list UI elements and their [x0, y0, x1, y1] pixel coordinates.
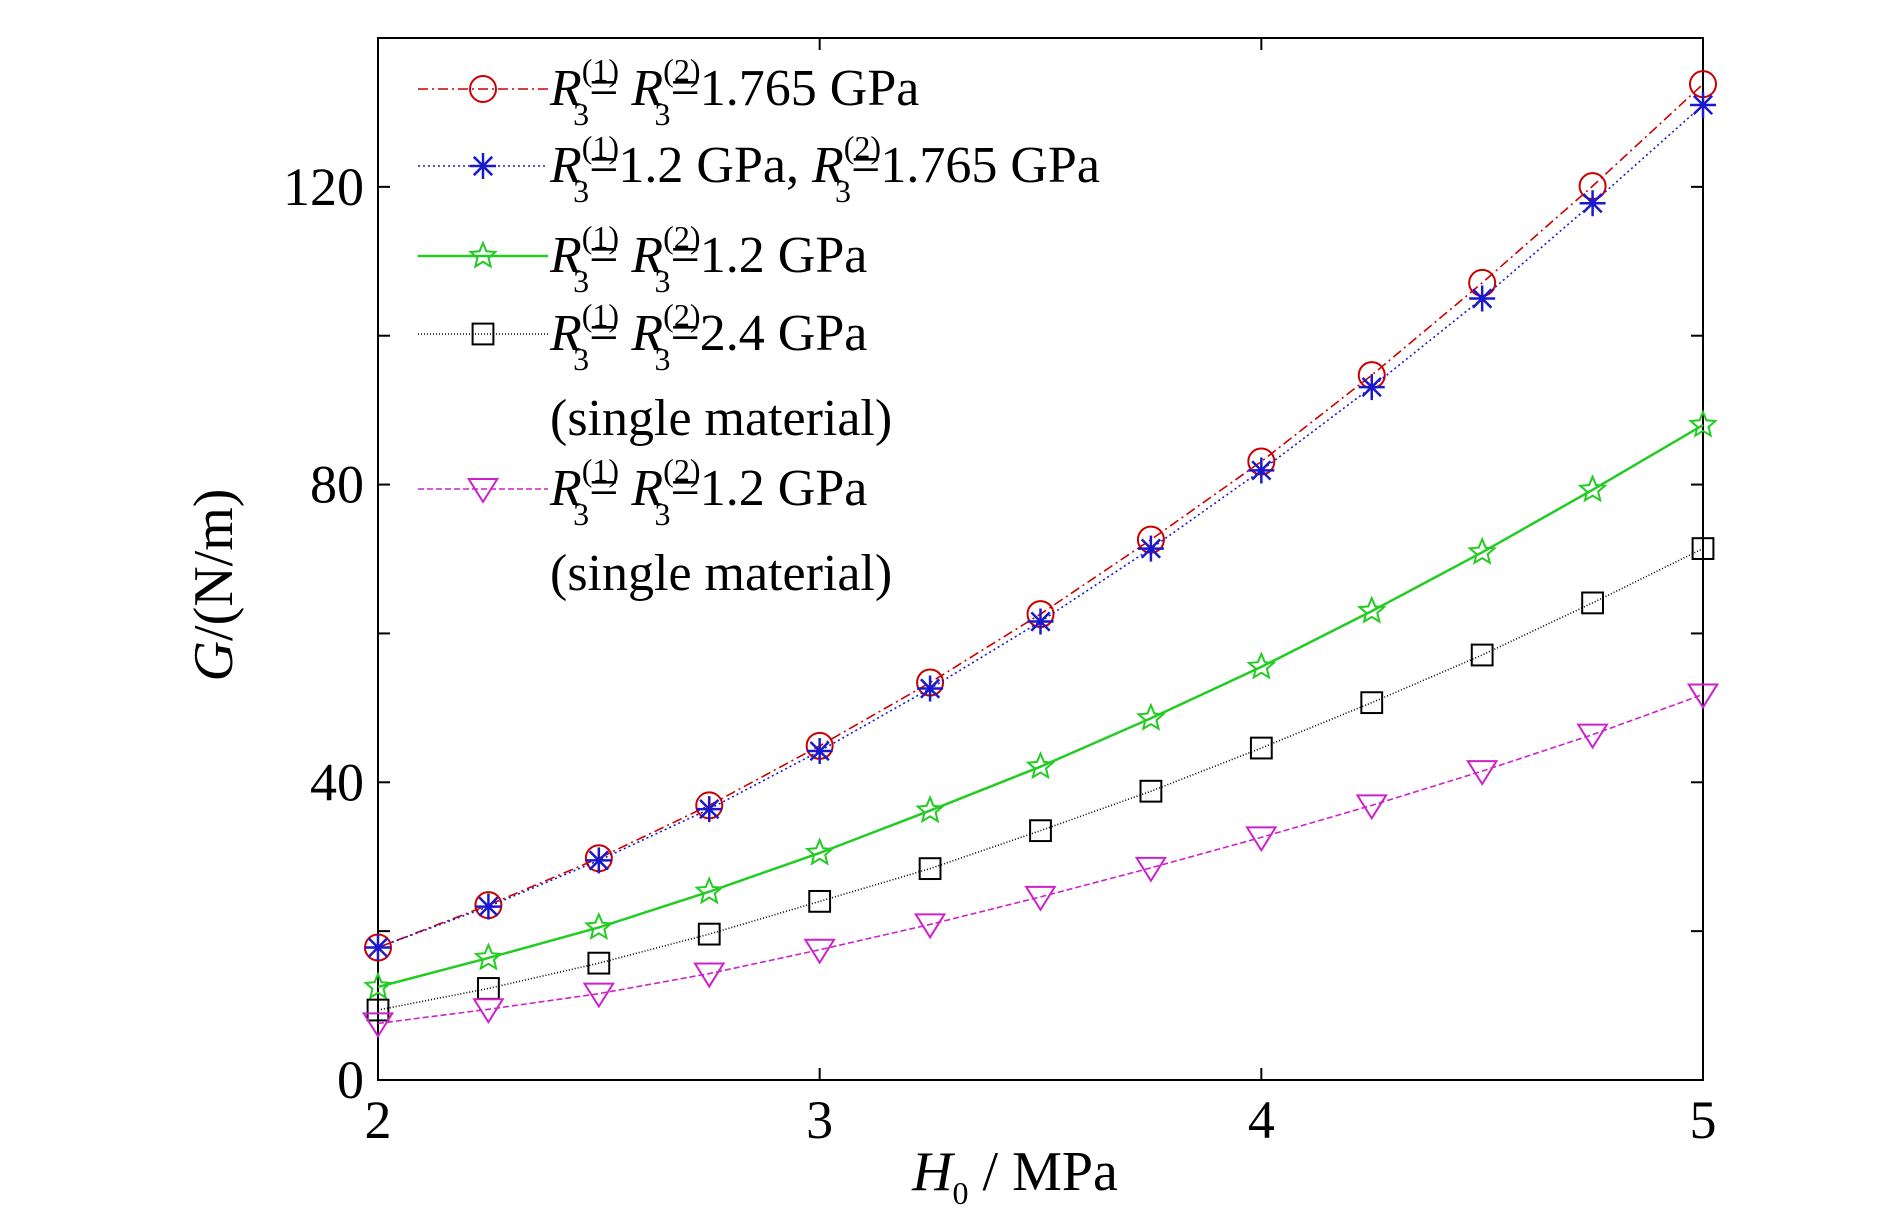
- data-point: [1139, 779, 1163, 803]
- series-4: [366, 537, 1715, 1022]
- legend-label: R(1) 3= R(2) 3=2.4 GPa: [549, 297, 867, 377]
- legend-entry-2: R(1) 3=1.2 GPa, R(2) 3=1.765 GPa: [418, 129, 1100, 209]
- x-tick-label: 4: [1248, 1090, 1275, 1150]
- data-point: [918, 857, 942, 881]
- legend-entry-1: R(1) 3= R(2) 3=1.765 GPa: [418, 52, 919, 132]
- data-point: [806, 738, 833, 765]
- data-point: [365, 934, 391, 961]
- data-point: [1688, 409, 1718, 438]
- data-point: [1137, 535, 1164, 562]
- data-point: [693, 962, 726, 989]
- data-point: [473, 942, 504, 971]
- legend-marker: [469, 75, 497, 103]
- data-point: [583, 911, 614, 941]
- legend-label: R(1) 3= R(2) 3=1.2 GPa: [549, 219, 867, 299]
- data-point: [697, 922, 721, 946]
- data-point: [477, 977, 500, 1000]
- data-point: [1025, 751, 1056, 780]
- legend-label-note: (single material): [550, 390, 892, 447]
- x-tick-label: 2: [365, 1090, 392, 1150]
- legend-entry-5: R(1) 3= R(2) 3=1.2 GPa (single material): [418, 452, 892, 602]
- series-line: [377, 423, 1704, 989]
- series-3: [363, 409, 1718, 1000]
- data-point: [1358, 374, 1385, 401]
- data-point: [1249, 736, 1273, 760]
- data-point: [361, 1012, 395, 1039]
- data-point: [913, 913, 947, 940]
- legend-marker: [468, 240, 498, 269]
- data-point: [694, 876, 725, 905]
- data-point: [1467, 536, 1498, 565]
- data-point: [1691, 537, 1715, 560]
- data-point: [366, 998, 390, 1022]
- data-point: [1581, 591, 1604, 615]
- data-point: [1576, 723, 1609, 750]
- legend-label: R(1) 3= R(2) 3=1.765 GPa: [549, 52, 919, 132]
- legend-entry-4: R(1) 3= R(2) 3=2.4 GPa (single material): [418, 297, 892, 447]
- y-tick-label: 120: [283, 157, 364, 217]
- y-tick-label: 40: [310, 752, 364, 812]
- data-point: [1577, 474, 1608, 503]
- legend-label-note: (single material): [550, 545, 892, 602]
- data-point: [585, 847, 612, 874]
- data-point: [1134, 856, 1168, 883]
- data-point: [1466, 760, 1499, 786]
- axis-ticks: [377, 38, 1704, 1081]
- data-point: [587, 951, 611, 975]
- data-point: [475, 893, 502, 920]
- data-point: [1024, 885, 1057, 912]
- y-tick-label: 0: [337, 1050, 364, 1110]
- x-tick-label: 5: [1690, 1090, 1717, 1150]
- series-2: [365, 91, 1716, 961]
- data-point: [1136, 702, 1166, 731]
- axis-tick-labels: 2 3 4 5 0 40 80 120: [283, 157, 1717, 1150]
- data-point: [1027, 608, 1054, 635]
- legend-label: R(1) 3=1.2 GPa, R(2) 3=1.765 GPa: [549, 129, 1100, 209]
- data-point: [1029, 819, 1052, 843]
- series-5: [361, 683, 1720, 1039]
- data-point: [363, 971, 393, 1000]
- data-point: [1579, 190, 1606, 217]
- y-tick-label: 80: [310, 455, 364, 515]
- data-point: [472, 998, 505, 1025]
- data-point: [1248, 457, 1275, 484]
- data-point: [696, 796, 723, 823]
- data-point: [1690, 91, 1716, 118]
- legend-marker: [470, 153, 496, 179]
- series-line: [377, 547, 1704, 1011]
- data-point: [1245, 826, 1278, 853]
- data-point: [803, 938, 836, 965]
- data-point: [1356, 595, 1387, 624]
- series-line: [377, 693, 1704, 1025]
- legend-entry-3: R(1) 3= R(2) 3=1.2 GPa: [418, 219, 867, 299]
- data-point: [582, 982, 615, 1009]
- data-point: [808, 889, 832, 913]
- data-point: [1470, 643, 1494, 667]
- x-axis-label: H0 / MPa: [911, 1141, 1118, 1211]
- data-point: [1355, 794, 1388, 821]
- data-point: [1246, 651, 1277, 680]
- legend-marker: [466, 477, 500, 504]
- y-axis-label: G/(N/m): [183, 489, 245, 682]
- x-tick-label: 3: [806, 1090, 833, 1150]
- data-point: [1469, 285, 1496, 312]
- legend-marker: [471, 322, 495, 346]
- data-point: [915, 794, 945, 824]
- data-point: [917, 675, 944, 702]
- data-point: [1686, 683, 1720, 710]
- data-point: [804, 837, 835, 866]
- data-series: [361, 70, 1720, 1039]
- legend-label: R(1) 3= R(2) 3=1.2 GPa: [549, 452, 867, 532]
- data-point: [1360, 691, 1384, 715]
